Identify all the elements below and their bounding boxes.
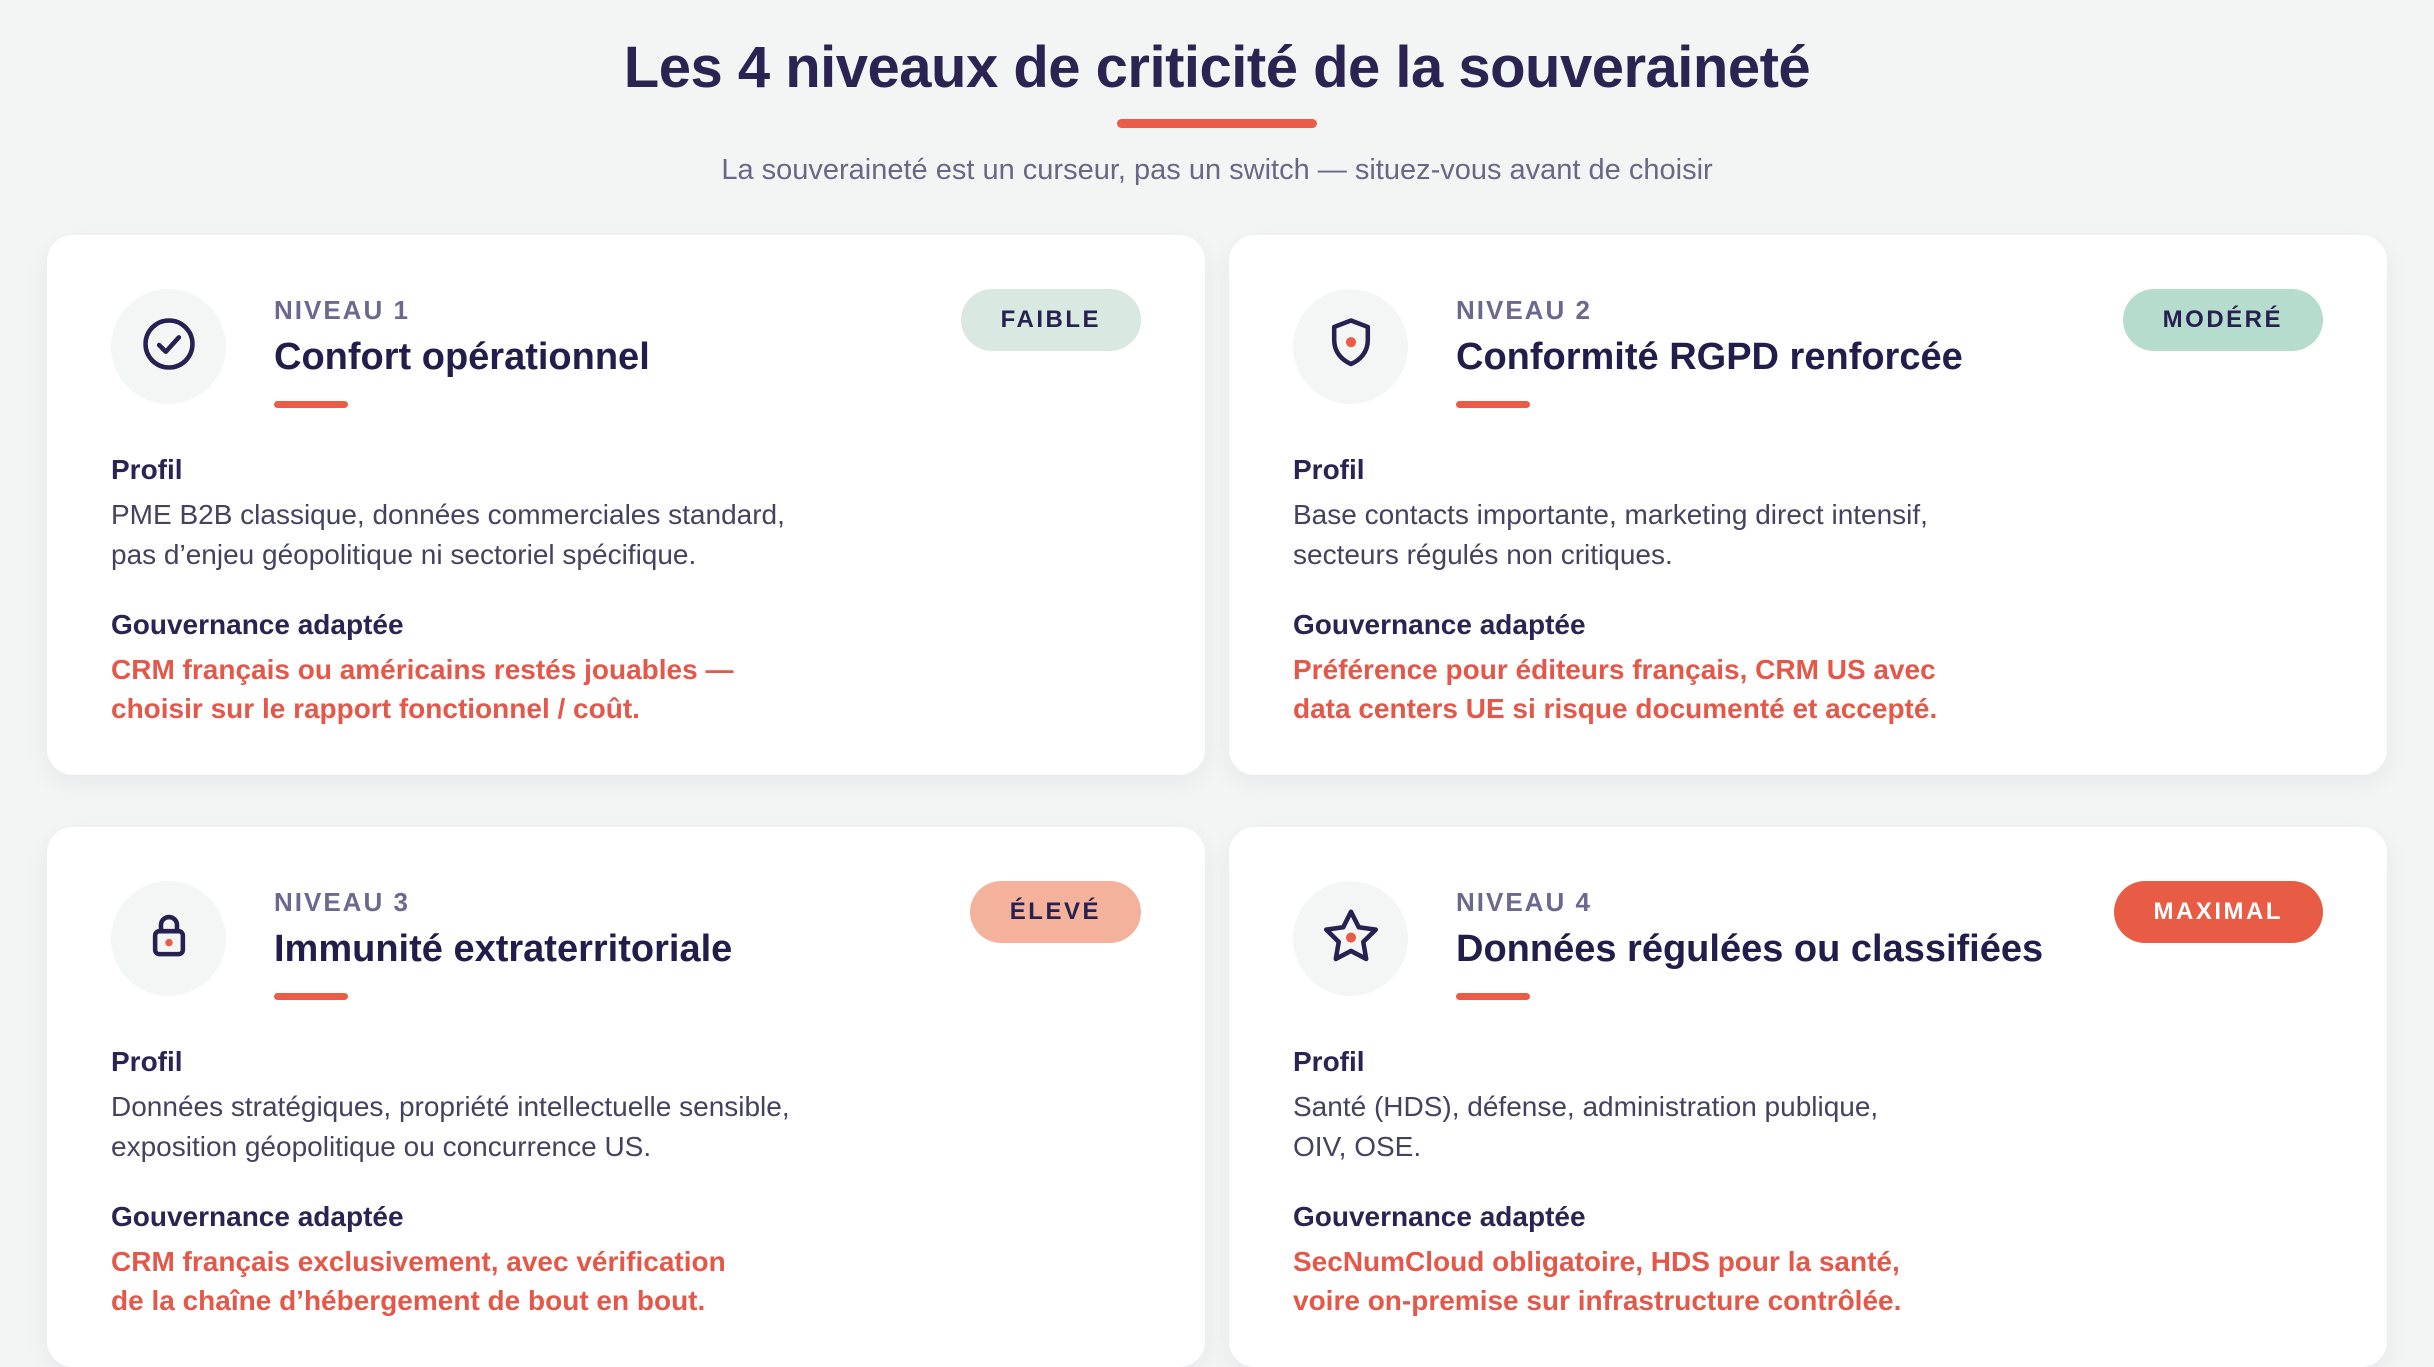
level-label: NIVEAU 3 [274,887,410,917]
risk-badge: ÉLEVÉ [969,881,1141,943]
page-subtitle: La souveraineté est un curseur, pas un s… [721,154,1713,186]
governance-heading: Gouvernance adaptée [1293,608,1586,640]
card-header: NIVEAU 3 Immunité extraterritoriale ÉLEV… [111,881,1141,1000]
icon-circle [111,289,226,404]
governance-text: CRM français ou américains restés jouabl… [111,653,734,725]
governance-text: SecNumCloud obligatoire, HDS pour la san… [1293,1245,1902,1317]
profile-text: PME B2B classique, données commerciales … [111,499,785,570]
profile-section: Profil PME B2B classique, données commer… [111,454,1141,575]
card-header: NIVEAU 1 Confort opérationnel FAIBLE [111,289,1141,408]
card-niveau-2: NIVEAU 2 Conformité RGPD renforcée MODÉR… [1229,235,2387,775]
card-body: Profil Données stratégiques, propriété i… [111,1046,1141,1321]
profile-heading: Profil [111,1046,183,1077]
card-head-text: NIVEAU 4 Données régulées ou classifiées [1456,887,2043,1000]
profile-heading: Profil [111,454,183,485]
governance-section: Gouvernance adaptée SecNumCloud obligato… [1293,1201,2323,1322]
profile-text: Base contacts importante, marketing dire… [1293,499,1928,570]
card-head-text: NIVEAU 1 Confort opérationnel [274,295,650,408]
card-body: Profil Base contacts importante, marketi… [1293,454,2323,729]
risk-badge: MAXIMAL [2113,881,2323,943]
governance-heading: Gouvernance adaptée [1293,1200,1586,1232]
profile-heading: Profil [1293,1046,1365,1077]
risk-badge: MODÉRÉ [2122,289,2323,351]
card-title: Conformité RGPD renforcée [1456,336,1963,378]
profile-text: Santé (HDS), défense, administration pub… [1293,1091,1879,1162]
profile-text: Données stratégiques, propriété intellec… [111,1091,790,1162]
risk-badge: FAIBLE [960,289,1141,351]
profile-section: Profil Données stratégiques, propriété i… [111,1046,1141,1167]
card-accent-underline [274,401,348,408]
card-title: Données régulées ou classifiées [1456,928,2044,970]
icon-circle [1293,881,1408,996]
lock-icon [137,904,201,973]
governance-heading: Gouvernance adaptée [111,608,404,640]
card-niveau-3: NIVEAU 3 Immunité extraterritoriale ÉLEV… [47,827,1205,1367]
page-header: Les 4 niveaux de criticité de la souvera… [0,0,2434,187]
governance-heading: Gouvernance adaptée [111,1200,404,1232]
title-accent-underline [1117,119,1317,128]
card-niveau-4: NIVEAU 4 Données régulées ou classifiées… [1229,827,2387,1367]
card-body: Profil Santé (HDS), défense, administrat… [1293,1046,2323,1321]
shield-icon [1319,312,1383,381]
profile-section: Profil Base contacts importante, marketi… [1293,454,2323,575]
card-title: Confort opérationnel [274,336,650,378]
card-accent-underline [1456,993,1530,1000]
card-header: NIVEAU 4 Données régulées ou classifiées… [1293,881,2323,1000]
criticality-cards-grid: NIVEAU 1 Confort opérationnel FAIBLE Pro… [47,235,2387,1367]
card-accent-underline [1456,401,1530,408]
card-title: Immunité extraterritoriale [274,928,733,970]
card-head-text: NIVEAU 3 Immunité extraterritoriale [274,887,732,1000]
level-label: NIVEAU 1 [274,295,410,325]
governance-section: Gouvernance adaptée Préférence pour édit… [1293,609,2323,730]
icon-circle [1293,289,1408,404]
level-label: NIVEAU 4 [1456,887,1592,917]
profile-heading: Profil [1293,454,1365,485]
card-accent-underline [274,993,348,1000]
card-body: Profil PME B2B classique, données commer… [111,454,1141,729]
card-head-text: NIVEAU 2 Conformité RGPD renforcée [1456,295,1963,408]
check-circle-icon [137,312,201,381]
governance-text: CRM français exclusivement, avec vérific… [111,1245,726,1317]
profile-section: Profil Santé (HDS), défense, administrat… [1293,1046,2323,1167]
governance-text: Préférence pour éditeurs français, CRM U… [1293,653,1938,725]
level-label: NIVEAU 2 [1456,295,1592,325]
icon-circle [111,881,226,996]
card-niveau-1: NIVEAU 1 Confort opérationnel FAIBLE Pro… [47,235,1205,775]
star-icon [1319,904,1383,973]
governance-section: Gouvernance adaptée CRM français ou amér… [111,609,1141,730]
page-title: Les 4 niveaux de criticité de la souvera… [623,35,1811,100]
card-header: NIVEAU 2 Conformité RGPD renforcée MODÉR… [1293,289,2323,408]
governance-section: Gouvernance adaptée CRM français exclusi… [111,1201,1141,1322]
